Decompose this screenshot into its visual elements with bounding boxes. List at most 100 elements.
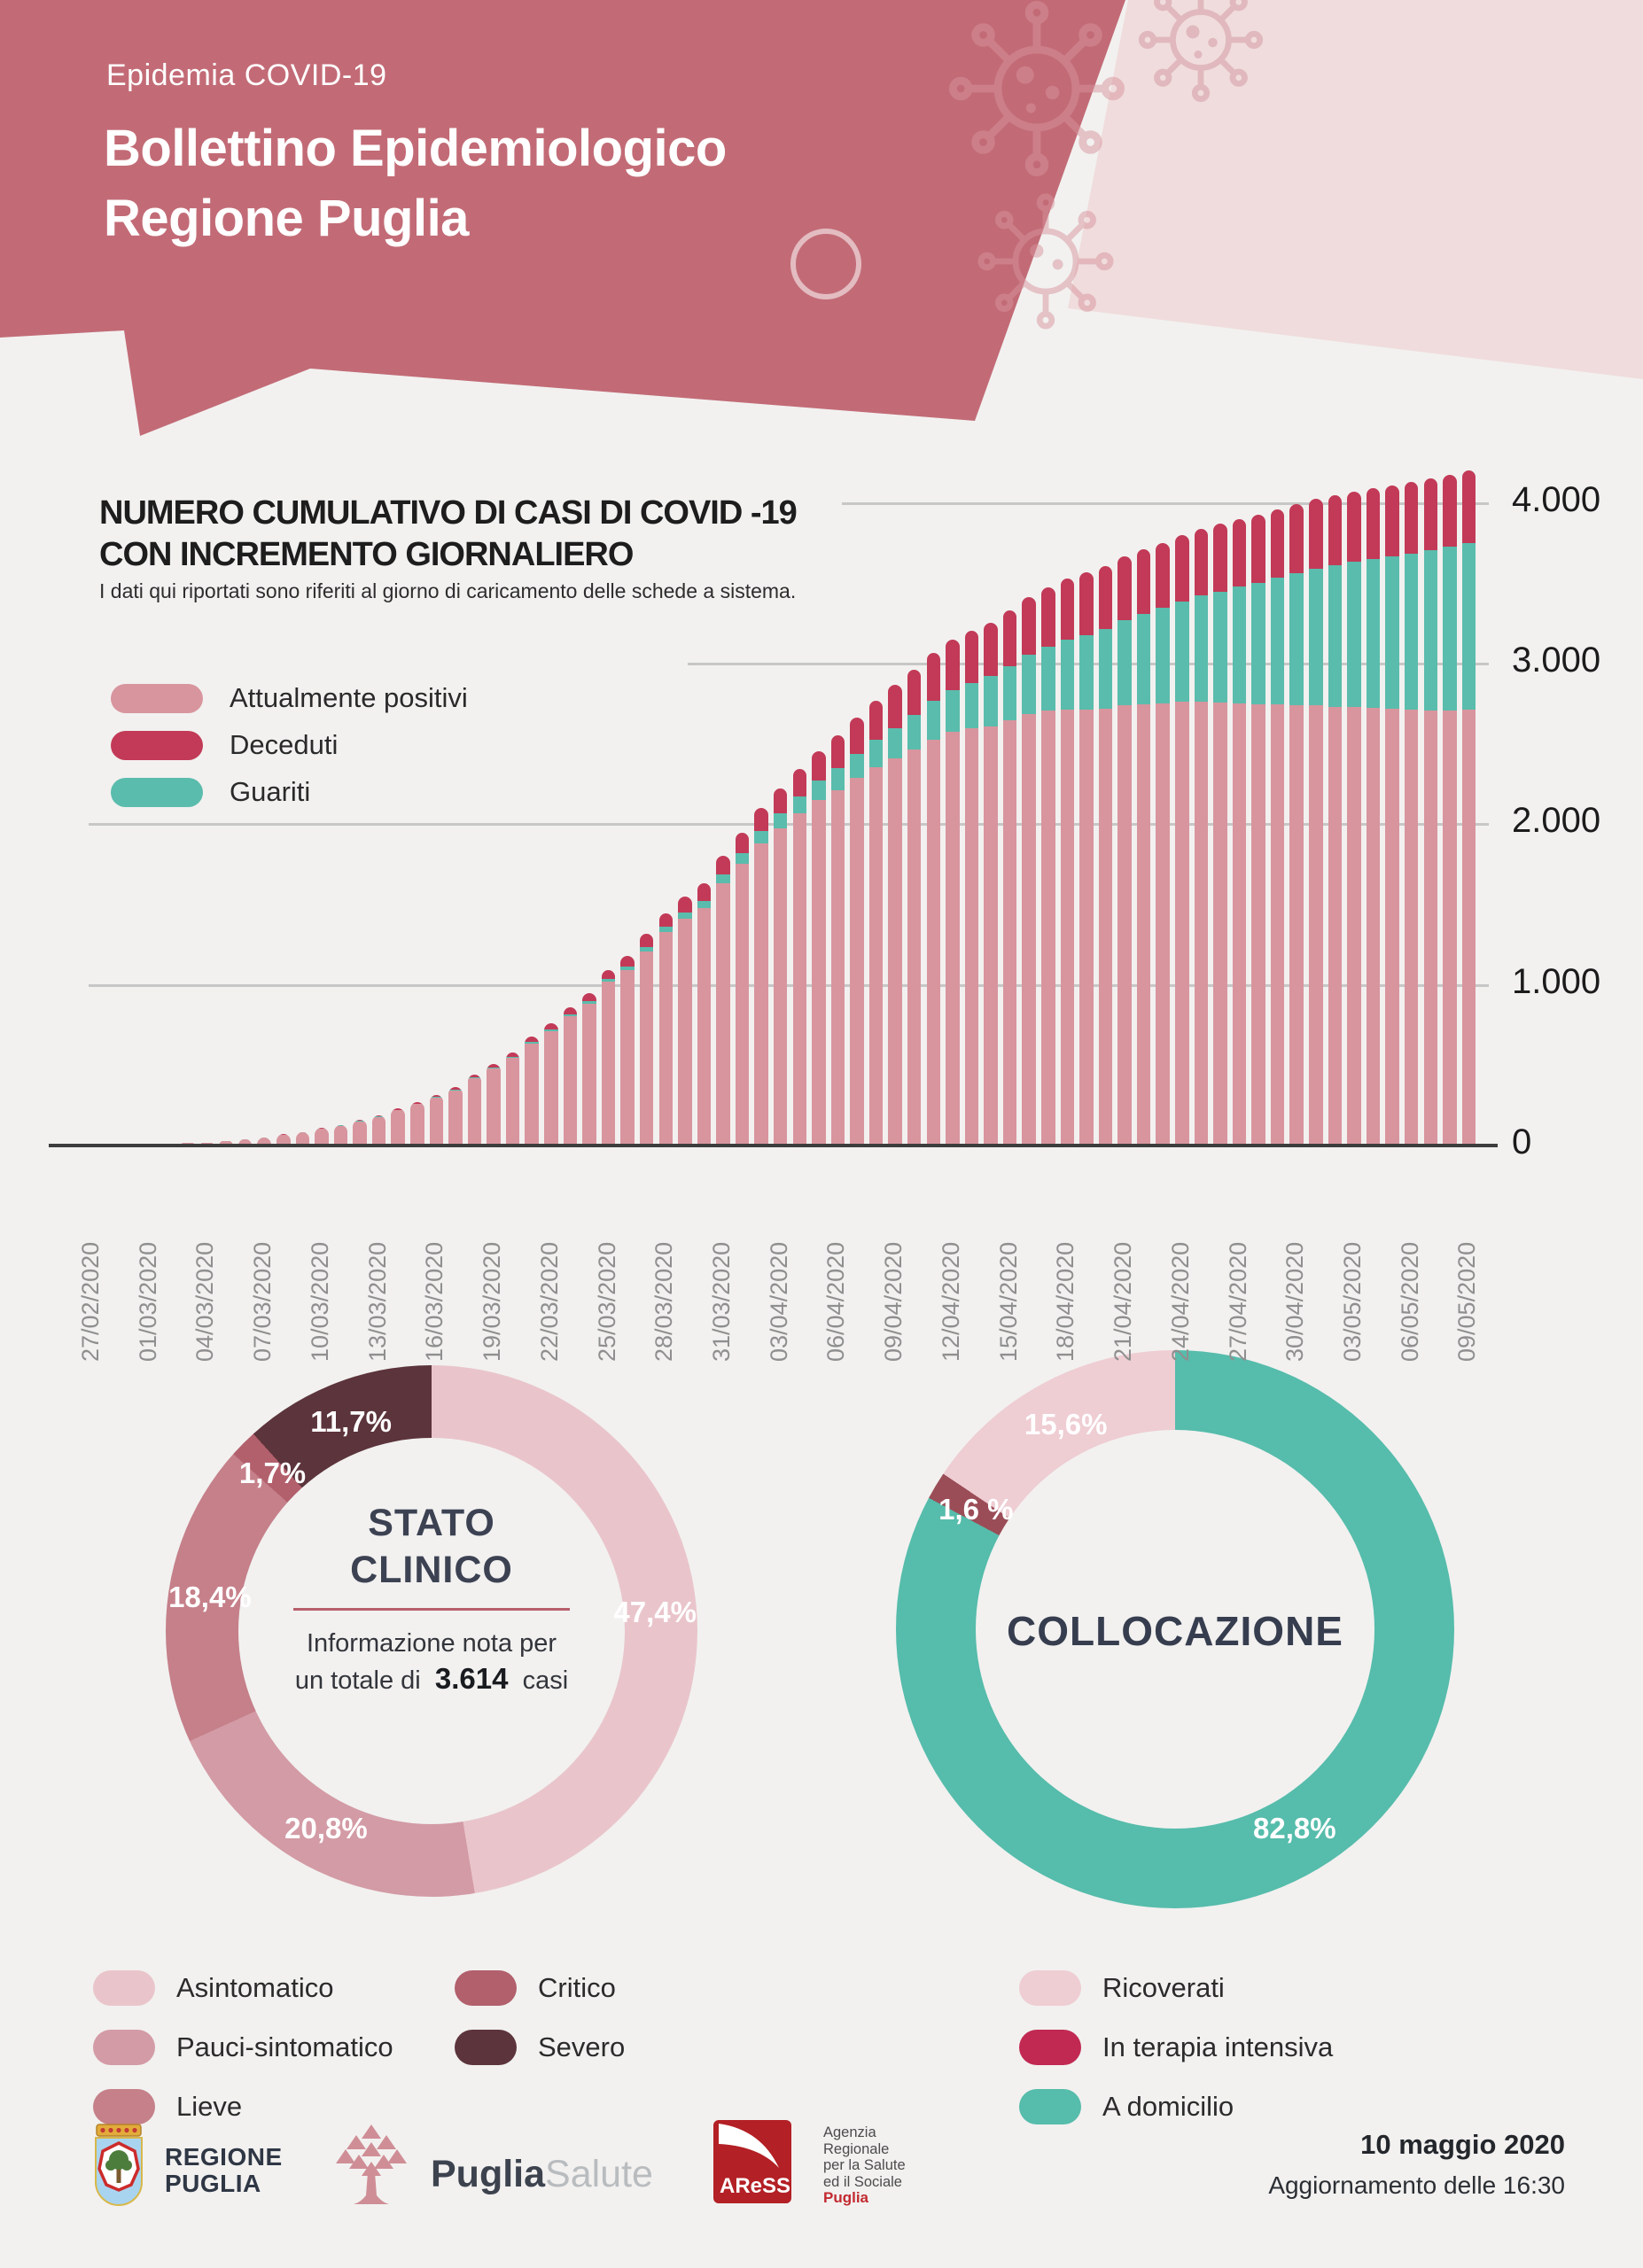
gridline [89, 984, 1489, 987]
segment-deceduti [1309, 499, 1323, 569]
slice-percent-label: 20,8% [284, 1812, 368, 1845]
segment-deceduti [812, 750, 826, 781]
segment-deceduti [1041, 586, 1055, 648]
bar-01/05/2020 [1309, 499, 1323, 1146]
segment-deceduti [868, 700, 884, 740]
segment-guariti [868, 739, 884, 767]
segment-deceduti [1385, 485, 1399, 556]
segment-deceduti [1175, 534, 1189, 602]
segment-deceduti [582, 993, 596, 1002]
segment-deceduti [563, 1006, 578, 1014]
segment-deceduti [333, 1124, 348, 1126]
segment-guariti [391, 1109, 405, 1111]
segment-guariti [1079, 634, 1094, 711]
segment-guariti [1232, 586, 1247, 703]
segment-guariti [658, 927, 673, 932]
segment-deceduti [926, 653, 941, 702]
bar-06/05/2020 [1404, 482, 1419, 1146]
segment-deceduti [639, 934, 654, 947]
segment-deceduti [1232, 518, 1247, 587]
bar-18/03/2020 [467, 1074, 482, 1146]
segment-deceduti [697, 882, 712, 901]
legend-swatch-positivi [111, 683, 203, 713]
bar-08/03/2020 [276, 1134, 291, 1146]
segment-positivi [1175, 702, 1189, 1146]
legend-swatch [455, 1970, 517, 2006]
x-axis-tick-label: 24/04/2020 [1166, 1241, 1194, 1362]
legend-item-a-domicilio: A domicilio [1019, 2089, 1234, 2124]
legend-item-attualmente-positivi: Attualmente positivi [111, 682, 468, 714]
segment-deceduti [620, 955, 635, 967]
x-axis-tick-label: 07/03/2020 [249, 1241, 276, 1362]
slice-percent-label: 1,7% [238, 1456, 307, 1489]
bulletin-update-time: Aggiornamento delle 16:30 [1268, 2171, 1565, 2199]
segment-guariti [1385, 555, 1399, 710]
segment-deceduti [678, 897, 692, 913]
segment-guariti [1404, 553, 1419, 711]
segment-positivi [1136, 704, 1151, 1146]
segment-positivi [1194, 702, 1209, 1146]
chart-title-line1: NUMERO CUMULATIVO DI CASI DI COVID -19 [99, 494, 798, 532]
segment-deceduti [850, 717, 864, 754]
segment-guariti [1443, 547, 1457, 711]
bar-10/03/2020 [315, 1128, 329, 1146]
bar-14/03/2020 [391, 1108, 405, 1146]
segment-guariti [984, 676, 998, 726]
bar-02/05/2020 [1328, 494, 1343, 1146]
segment-guariti [1366, 558, 1381, 709]
segment-guariti [525, 1042, 539, 1044]
segment-deceduti [410, 1101, 424, 1104]
segment-guariti [907, 714, 922, 750]
legend-swatch [1019, 2030, 1081, 2065]
segment-guariti [830, 767, 845, 790]
segment-guariti [467, 1076, 482, 1078]
segment-guariti [1328, 564, 1343, 707]
y-axis-tick-label: 3.000 [1512, 641, 1601, 680]
segment-positivi [658, 931, 673, 1146]
segment-positivi [1404, 710, 1419, 1146]
bar-26/03/2020 [620, 955, 635, 1146]
bar-29/03/2020 [678, 897, 692, 1146]
segment-guariti [1002, 665, 1017, 721]
segment-deceduti [907, 669, 922, 715]
aress-accent: Puglia [823, 2189, 869, 2206]
bar-17/03/2020 [448, 1087, 463, 1146]
segment-deceduti [505, 1052, 520, 1057]
x-axis-tick-label: 28/03/2020 [650, 1241, 678, 1362]
segment-guariti [812, 781, 826, 800]
segment-deceduti [1347, 491, 1361, 562]
segment-positivi [773, 827, 788, 1146]
bar-05/03/2020 [219, 1141, 233, 1146]
legend-item-asintomatico: Asintomatico [93, 1970, 333, 2006]
legend-swatch [93, 2089, 155, 2124]
legend-item-deceduti: Deceduti [111, 729, 468, 761]
bar-03/05/2020 [1347, 491, 1361, 1146]
segment-guariti [620, 966, 635, 970]
x-axis-tick-label: 19/03/2020 [479, 1241, 506, 1362]
segment-deceduti [946, 640, 960, 690]
bar-16/03/2020 [429, 1095, 444, 1146]
segment-deceduti [353, 1120, 367, 1122]
legend-label: A domicilio [1102, 2091, 1234, 2122]
legend-label: In terapia intensiva [1102, 2031, 1334, 2062]
segment-deceduti [964, 631, 979, 683]
bar-19/04/2020 [1079, 572, 1094, 1146]
total-cases-value: 3.614 [434, 1662, 509, 1695]
segment-positivi [1423, 710, 1437, 1146]
segment-positivi [907, 750, 922, 1146]
segment-guariti [735, 853, 750, 864]
legend-label: Attualmente positivi [230, 682, 468, 713]
segment-positivi [1041, 711, 1055, 1146]
legend-item-critico: Critico [455, 1970, 616, 2006]
x-axis-tick-label: 06/05/2020 [1396, 1241, 1423, 1362]
segment-deceduti [658, 913, 673, 928]
segment-guariti [773, 812, 788, 828]
bar-17/04/2020 [1041, 586, 1055, 1146]
gridline [89, 823, 1489, 826]
segment-positivi [601, 981, 616, 1146]
segment-deceduti [1060, 579, 1075, 641]
segment-positivi [1156, 703, 1170, 1146]
segment-guariti [697, 900, 712, 909]
slice-percent-label: 47,4% [613, 1596, 697, 1629]
donut-title: STATO CLINICO [350, 1502, 513, 1591]
